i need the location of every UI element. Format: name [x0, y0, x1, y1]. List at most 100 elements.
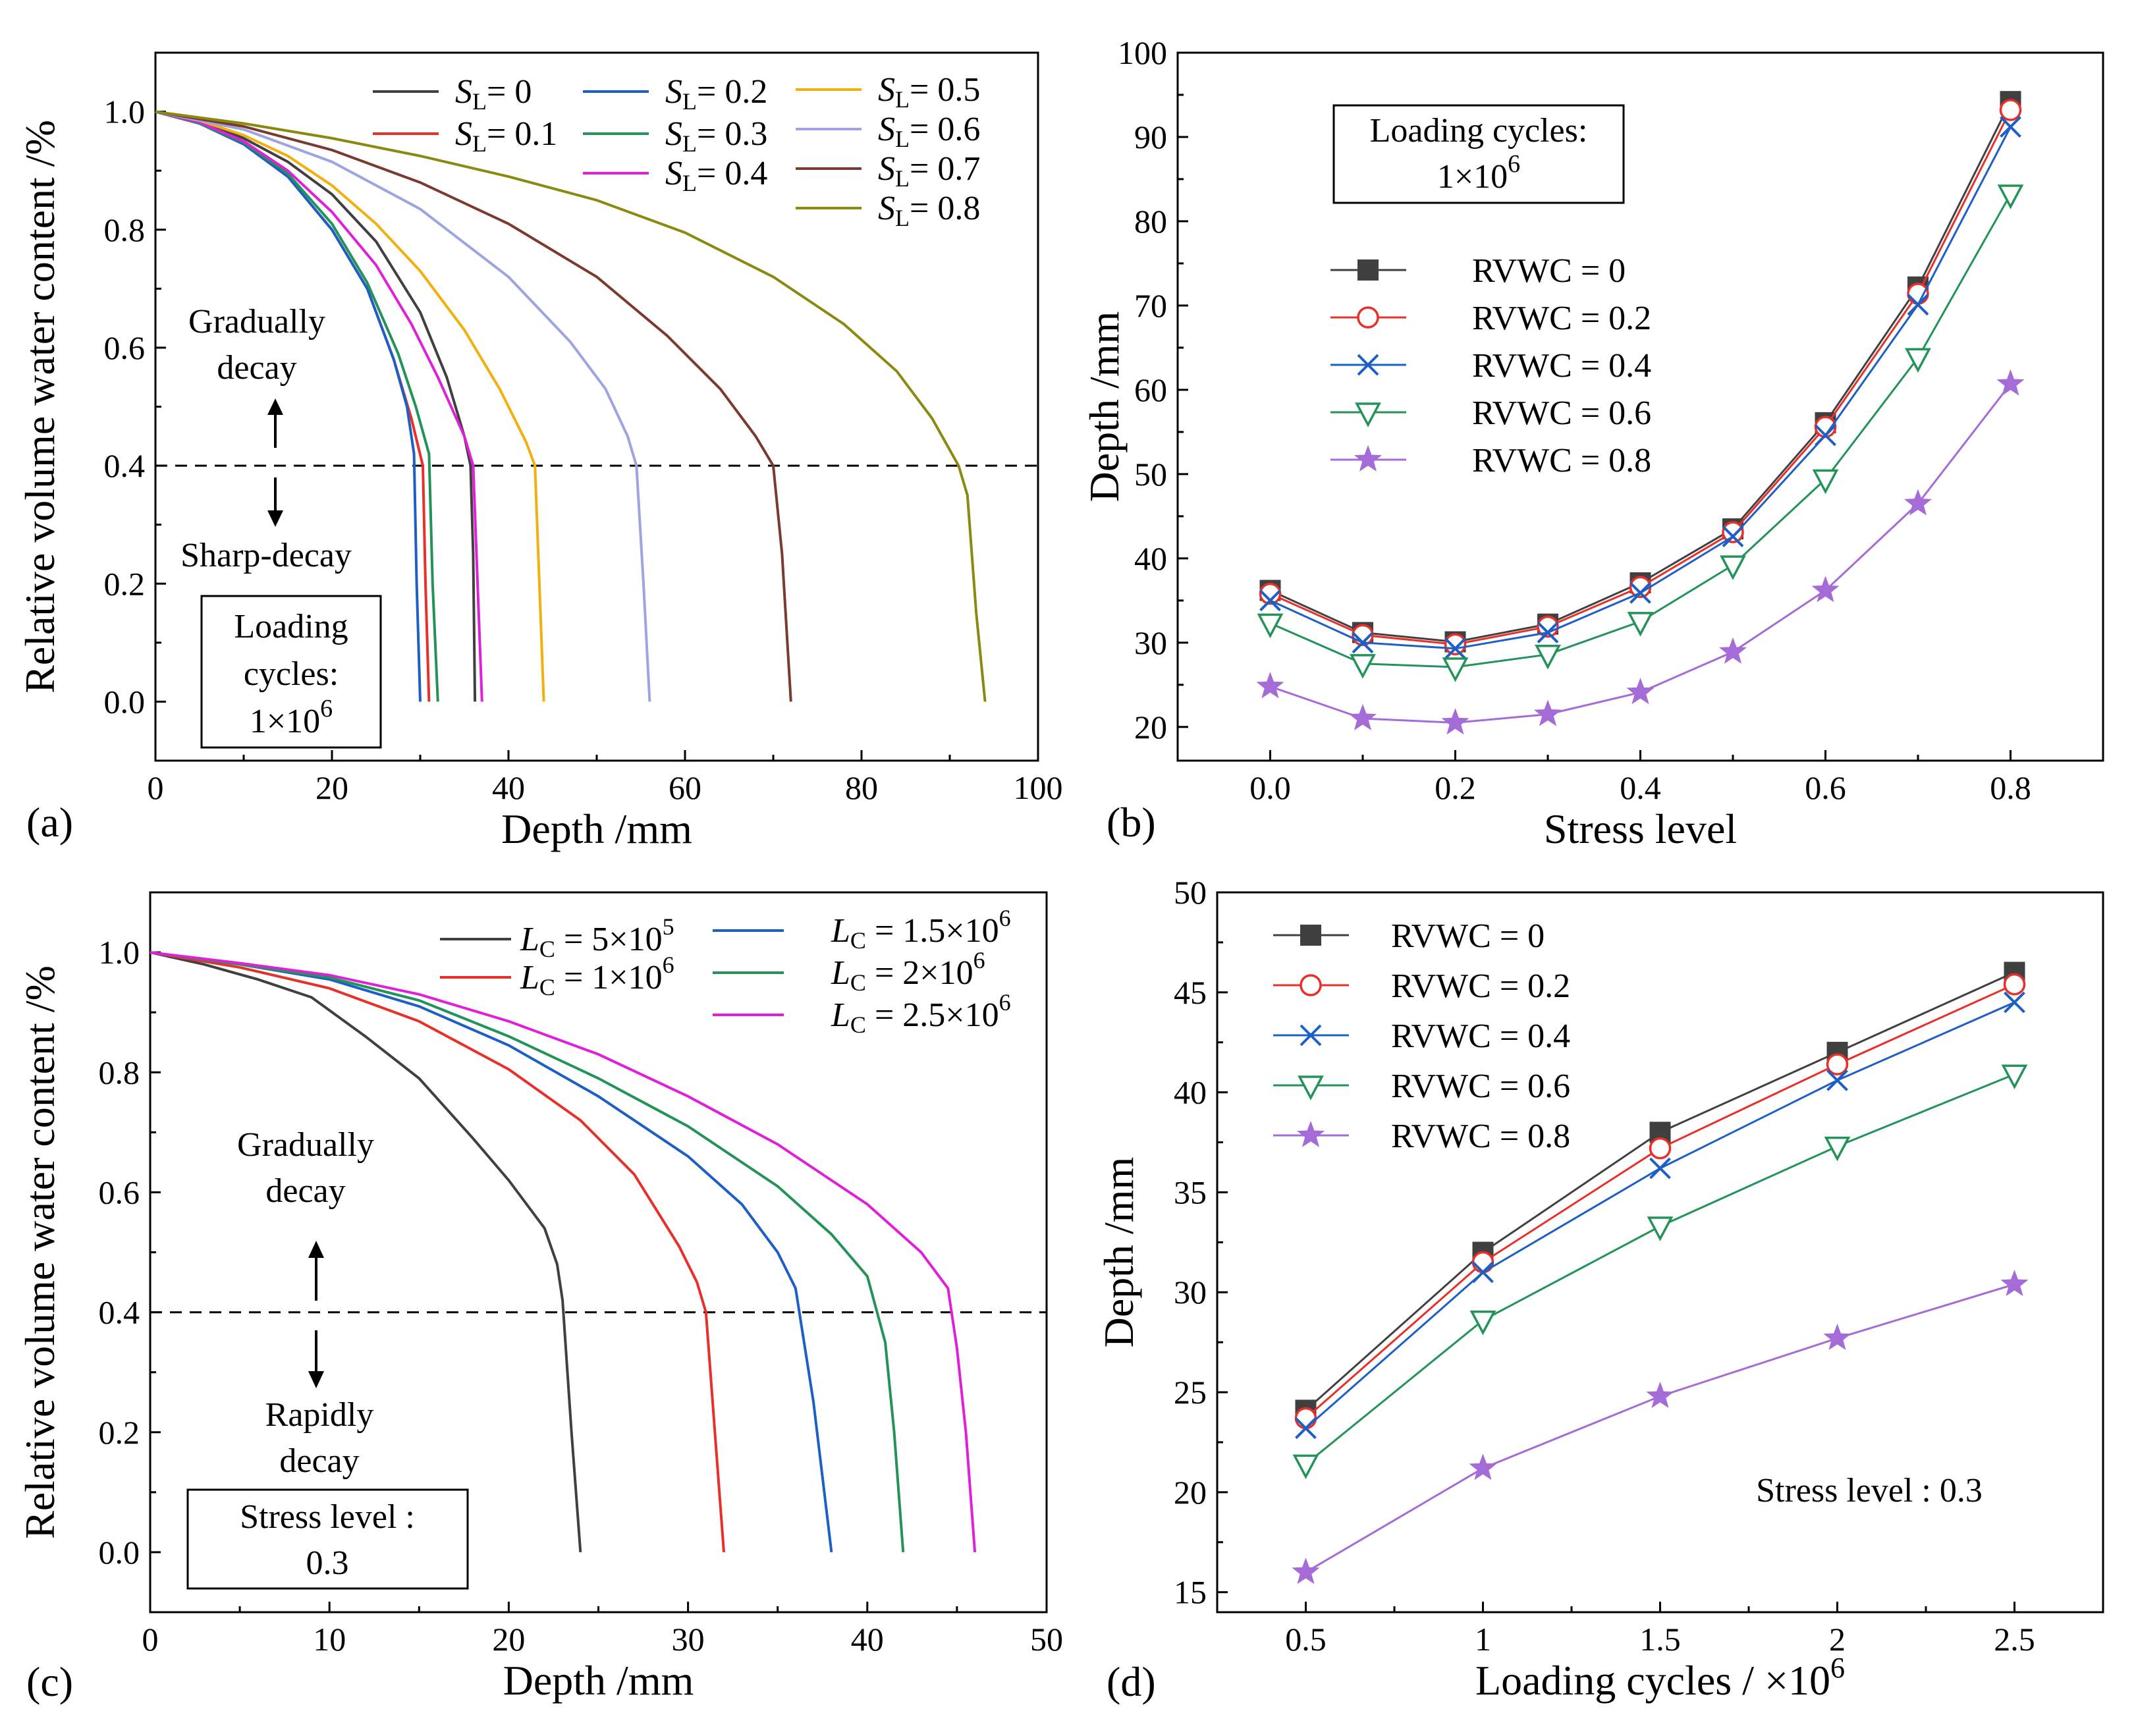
- y-tick-label: 1.0: [99, 934, 140, 971]
- data-point-stroke2: [1815, 424, 1836, 447]
- series-line: [155, 110, 792, 702]
- panel-label: (c): [26, 1658, 73, 1705]
- series-line: [1270, 383, 2012, 724]
- panel-c: 0 10 20 30 40 50 0.0 0.2 0.4 0.6 0.8 1.0 Depth /mm Re…: [16, 891, 1063, 1705]
- data-point: [1907, 294, 1929, 316]
- legend-label-sup: 6: [973, 947, 985, 973]
- y-tick-label: 45: [1174, 974, 1207, 1011]
- data-point-stroke2: [1259, 589, 1281, 612]
- legend-label: LC = 1.5×106: [831, 905, 1011, 954]
- legend-label-var: S: [665, 73, 682, 111]
- legend-label-var: S: [455, 73, 472, 111]
- data-point: [1722, 521, 1744, 543]
- data-point: [1257, 613, 1284, 639]
- x-tick-label: 1.5: [1639, 1621, 1681, 1658]
- data-point-stroke2: [1352, 632, 1374, 654]
- y-tick-label: 0.0: [99, 1534, 140, 1571]
- legend-marker: [1354, 445, 1383, 472]
- x-tick-label: 40: [492, 769, 525, 806]
- legend-label-rest: = 0.7: [910, 150, 980, 188]
- data-point: [1348, 703, 1377, 730]
- data-point-stroke2: [1472, 1261, 1494, 1284]
- data-point: [2000, 116, 2021, 138]
- note-rapidly: Rapidly: [265, 1396, 374, 1434]
- data-point: [1718, 637, 1747, 664]
- series-line: [150, 951, 977, 1553]
- data-point: [1469, 1310, 1496, 1336]
- legend-label-rest: = 0.1: [487, 115, 557, 153]
- legend-label-var: L: [831, 954, 850, 992]
- data-point: [1292, 1454, 1319, 1480]
- x-axis-title-main: Loading cycles / ×10: [1475, 1657, 1830, 1704]
- data-point-stroke2: [1444, 637, 1466, 660]
- series-line: [150, 951, 833, 1553]
- legend: RVWC = 0 RVWC = 0.2 RVWC = 0.4 RVWC = 0.6 RV…: [1330, 252, 1651, 479]
- legend-label: RVWC = 0.8: [1391, 1118, 1570, 1155]
- y-axis-title: Relative volume water content /%: [16, 965, 63, 1539]
- legend-label-sub: L: [472, 88, 487, 115]
- y-tick-label: 90: [1134, 119, 1167, 155]
- legend-marker-stroke2: [1300, 1024, 1322, 1046]
- x-tick-label: 20: [492, 1621, 525, 1658]
- box-line: 1×106: [1437, 150, 1520, 196]
- data-point: [1999, 99, 2022, 121]
- x-tick-label: 2.5: [1994, 1621, 2035, 1658]
- data-point: [1823, 1323, 1851, 1350]
- legend-label-rest: = 2.5×10: [866, 996, 999, 1034]
- legend-label-sub: L: [682, 88, 697, 115]
- legend-label: LC = 2×106: [831, 947, 985, 996]
- legend-label-sub: C: [850, 1012, 866, 1038]
- legend-label-var: S: [878, 190, 895, 227]
- legend-label: SL= 0.6: [878, 111, 980, 152]
- legend-label-var: S: [455, 115, 472, 153]
- box-line-sup: 6: [320, 695, 333, 722]
- legend-label-var: S: [665, 155, 682, 192]
- legend-label: RVWC = 0: [1391, 917, 1545, 955]
- y-tick-label: 20: [1174, 1474, 1207, 1511]
- x-tick-label: 30: [672, 1621, 705, 1658]
- y-tick-label: 0.2: [99, 1414, 140, 1451]
- series-line: [150, 951, 725, 1553]
- data-point: [1811, 576, 1840, 603]
- data-point: [1996, 369, 2025, 396]
- legend-label-rest: = 5×10: [555, 921, 663, 958]
- box-line: Stress level :: [240, 1498, 415, 1536]
- y-tick-label: 40: [1174, 1074, 1207, 1111]
- data-point: [1537, 622, 1559, 643]
- data-point: [1997, 184, 2024, 209]
- legend-label: SL= 0: [455, 73, 532, 115]
- box-line-sup: 6: [1508, 150, 1520, 178]
- legend-label: RVWC = 0.4: [1472, 347, 1651, 385]
- arrow-up-head: [267, 398, 283, 415]
- series-line: [1305, 1001, 2015, 1429]
- data-point: [1629, 582, 1651, 604]
- data-point: [2000, 1269, 2029, 1297]
- x-tick-label: 0.4: [1620, 769, 1661, 806]
- legend-label-rest: = 0.3: [697, 115, 767, 153]
- y-tick-label: 80: [1134, 203, 1167, 240]
- series: [1257, 184, 2024, 682]
- box-line: cycles:: [244, 655, 339, 693]
- legend-label-rest: = 2×10: [866, 954, 973, 992]
- x-tick-label: 0: [142, 1621, 159, 1658]
- legend-label: RVWC = 0.6: [1472, 394, 1651, 432]
- x-tick-label: 100: [1014, 769, 1063, 806]
- series-line: [155, 110, 651, 702]
- data-point: [1294, 1407, 1317, 1430]
- y-axis-title: Depth /mm: [1081, 312, 1128, 502]
- x-tick-label: 0.0: [1249, 769, 1291, 806]
- note-gradually: Gradually: [188, 303, 325, 340]
- y-tick-label: 0.8: [104, 211, 146, 248]
- data-point: [2003, 973, 2026, 996]
- data-point: [1815, 424, 1836, 447]
- legend-label-var: S: [878, 71, 895, 109]
- series-line: [150, 951, 582, 1553]
- y-axis-title: Relative volume water content /%: [16, 120, 63, 693]
- legend-label: LC = 5×105: [520, 913, 674, 962]
- y-tick-label: 60: [1134, 371, 1167, 408]
- legend-label-sup: 5: [663, 913, 674, 940]
- legend-label-sub: L: [472, 130, 487, 157]
- series-line: [1305, 1283, 2015, 1573]
- data-point: [1256, 672, 1284, 699]
